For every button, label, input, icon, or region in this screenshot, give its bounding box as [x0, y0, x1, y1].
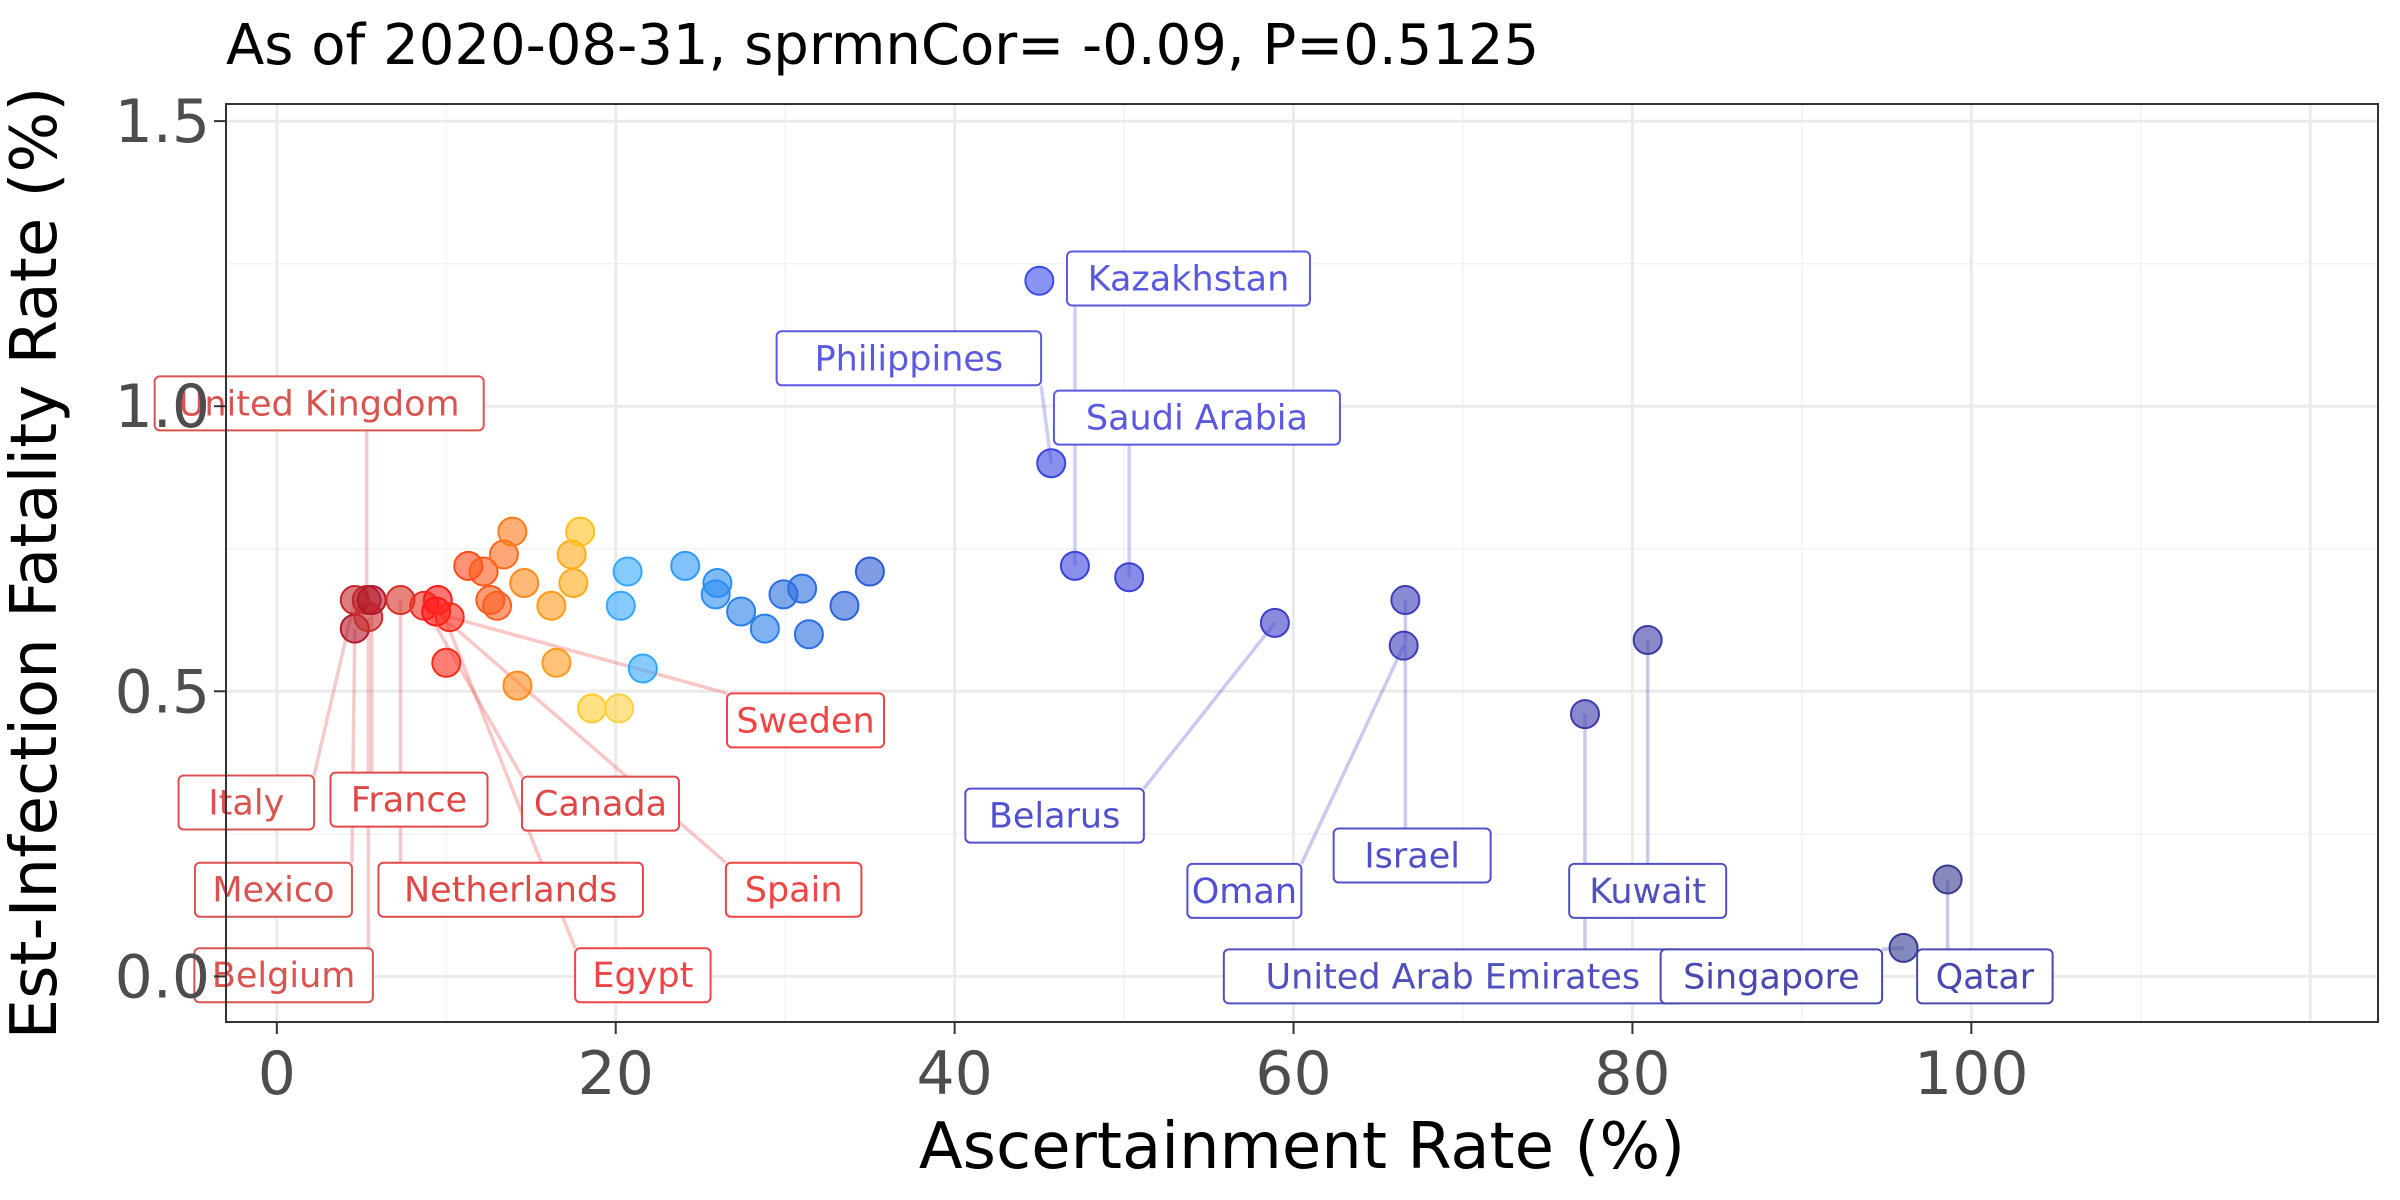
point-label: Qatar — [1936, 957, 2035, 997]
data-point — [356, 585, 387, 616]
y-axis-title: Est-Infection Fatality Rate (%) — [0, 87, 72, 1040]
y-tick-label: 1.0 — [115, 372, 210, 442]
point-label: Belarus — [989, 797, 1121, 837]
point-labels: United Kingdom Italy France Canada Sweden Mex… — [153, 250, 2054, 1005]
data-point — [536, 590, 567, 621]
point-label-box — [574, 947, 712, 1004]
label-connector — [422, 604, 524, 778]
point-label: France — [351, 781, 467, 821]
label-connector — [1299, 644, 1406, 865]
data-point — [605, 590, 636, 621]
data-point — [1569, 699, 1600, 730]
x-tick-label: 20 — [578, 1039, 654, 1109]
data-point — [854, 556, 885, 587]
label-connector — [1142, 621, 1277, 790]
point-label-box — [1186, 862, 1303, 919]
point-label-box — [177, 774, 316, 831]
point-label: Singapore — [1683, 957, 1860, 997]
chart-title: As of 2020-08-31, sprmnCor= -0.09, P=0.5… — [226, 13, 1539, 78]
point-label-box — [964, 787, 1145, 844]
data-point — [1888, 932, 1919, 963]
point-label-box — [520, 775, 680, 832]
y-tick-label: 0.0 — [115, 942, 210, 1012]
point-label-box — [1052, 389, 1341, 446]
data-point — [1390, 585, 1421, 616]
data-point — [1114, 562, 1145, 593]
data-point — [502, 670, 533, 701]
data-point — [787, 573, 818, 604]
data-point — [482, 590, 513, 621]
data-point — [577, 693, 608, 724]
x-tick-label: 0 — [258, 1039, 296, 1109]
point-label-box — [377, 861, 644, 918]
label-connector — [449, 615, 728, 696]
point-label: Sweden — [736, 701, 874, 741]
data-point — [558, 567, 589, 598]
point-label-box — [775, 330, 1043, 387]
point-label: Canada — [534, 785, 667, 825]
point-label: Netherlands — [404, 871, 617, 911]
x-axis-title: Ascertainment Rate (%) — [919, 1110, 1685, 1184]
point-label: Oman — [1192, 872, 1297, 912]
x-tick-label: 100 — [1914, 1039, 2029, 1109]
data-point — [749, 613, 780, 644]
point-label-box — [153, 375, 485, 432]
point-label: Egypt — [592, 956, 693, 996]
point-label: Israel — [1364, 837, 1460, 877]
data-point — [434, 602, 465, 633]
point-label: Mexico — [212, 871, 334, 911]
data-point — [726, 596, 757, 627]
point-label-box — [1659, 948, 1884, 1005]
point-label-box — [1916, 948, 2054, 1005]
x-tick-label: 60 — [1255, 1039, 1331, 1109]
data-point — [1388, 630, 1419, 661]
y-tick-label: 1.5 — [115, 87, 210, 157]
point-label-box — [1568, 862, 1728, 919]
data-point — [431, 647, 462, 678]
y-tick-label: 0.5 — [115, 657, 210, 727]
data-point — [509, 567, 540, 598]
point-label-box — [1332, 827, 1492, 884]
data-point — [468, 556, 499, 587]
point-label: Italy — [208, 783, 284, 823]
data-point — [497, 516, 528, 547]
data-point — [1632, 624, 1663, 655]
data-points — [339, 265, 1963, 963]
data-point — [565, 516, 596, 547]
point-label-box — [726, 692, 886, 749]
data-point — [829, 590, 860, 621]
data-point — [1932, 864, 1963, 895]
data-point — [1259, 607, 1290, 638]
point-label: Saudi Arabia — [1086, 399, 1308, 439]
data-point — [702, 567, 733, 598]
data-point — [612, 556, 643, 587]
point-label-box — [193, 947, 374, 1004]
data-point — [627, 653, 658, 684]
point-label-box — [724, 861, 863, 918]
data-point — [793, 619, 824, 650]
point-label: Philippines — [815, 339, 1004, 379]
point-label-box — [193, 861, 353, 918]
data-point — [541, 647, 572, 678]
point-label: Kazakhstan — [1088, 259, 1290, 299]
data-point — [1059, 550, 1090, 581]
x-tick-label: 40 — [916, 1039, 992, 1109]
data-point — [670, 550, 701, 581]
data-point — [1024, 265, 1055, 296]
point-label-box — [1065, 250, 1311, 307]
data-point — [604, 693, 635, 724]
point-label: Kuwait — [1589, 872, 1706, 912]
axis-ticks: 0 20 40 60 80 100 0.0 0.5 1.0 1.5 — [115, 87, 2029, 1109]
x-tick-label: 80 — [1594, 1039, 1670, 1109]
plot-panel-border — [225, 103, 2379, 1023]
point-label: United Arab Emirates — [1266, 957, 1641, 997]
point-label: Belgium — [212, 956, 356, 996]
point-label: United Kingdom — [179, 384, 460, 424]
data-point — [1036, 448, 1067, 479]
point-label: Spain — [745, 871, 843, 911]
point-label-box — [329, 771, 489, 828]
